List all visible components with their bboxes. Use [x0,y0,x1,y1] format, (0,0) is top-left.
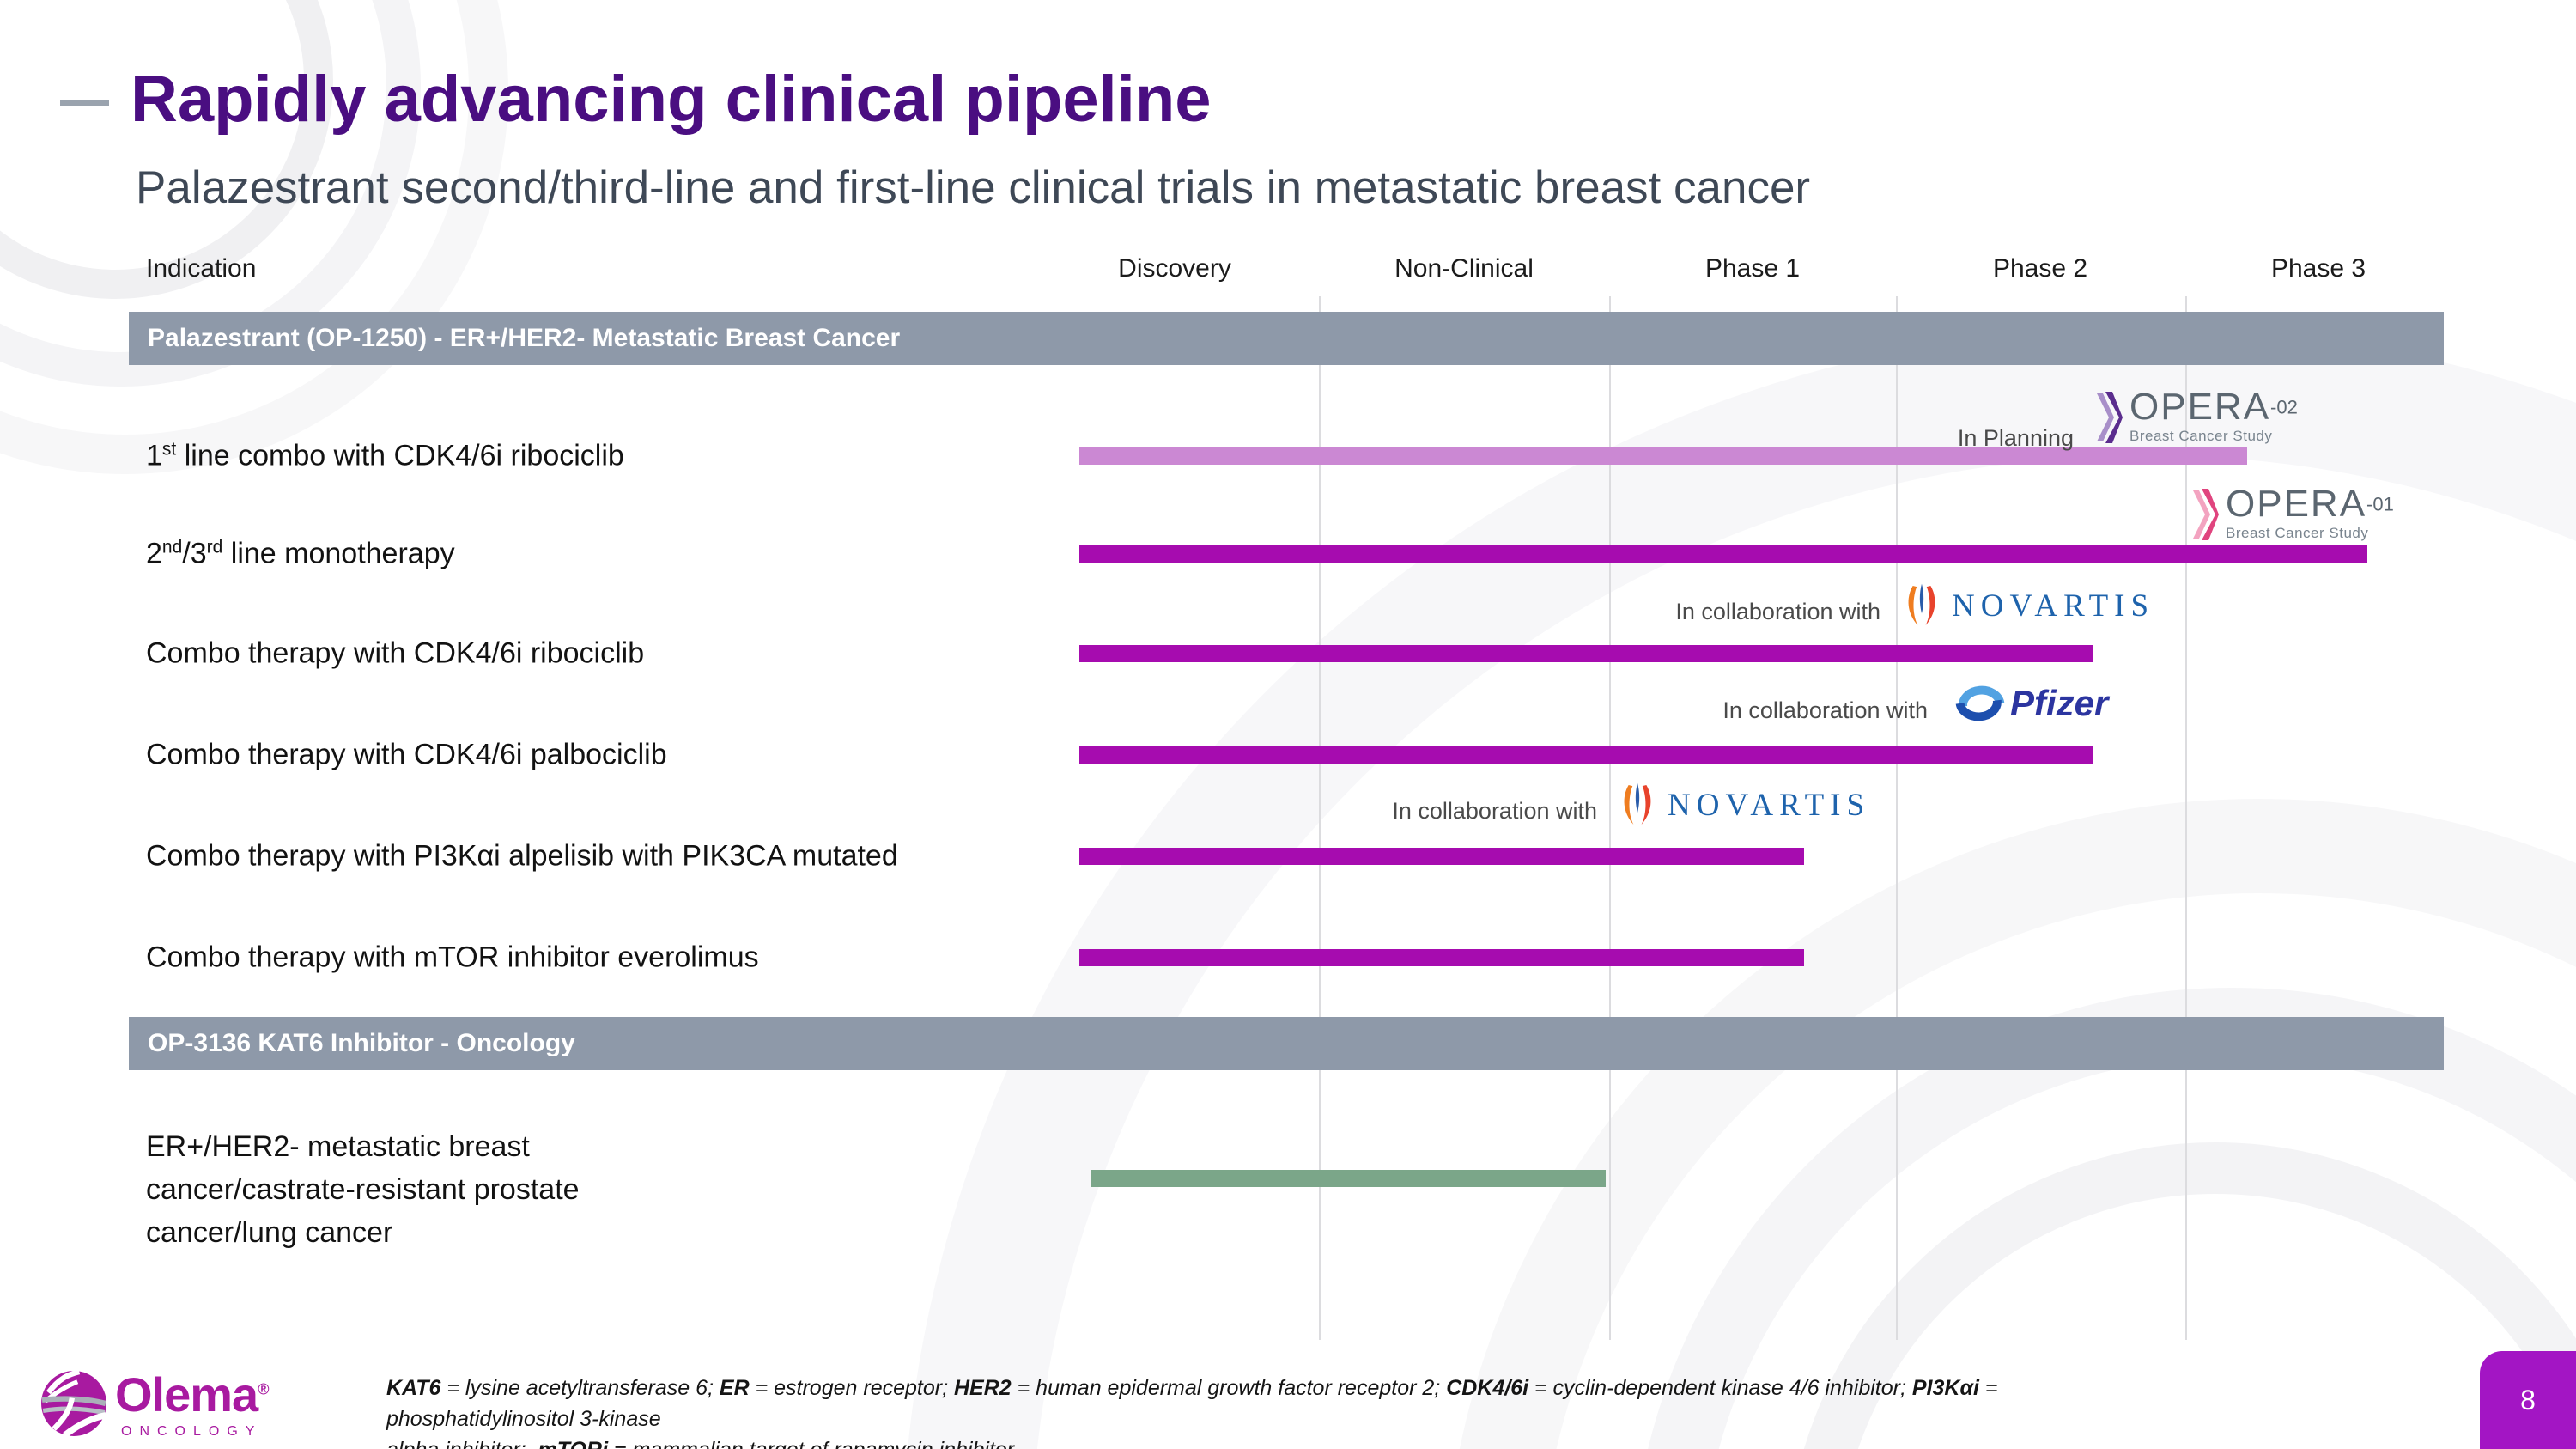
pipeline-bar-combo-alpelisib [1079,848,1804,865]
footnote-abbr: KAT6 [386,1376,441,1400]
footnote-text: = cyclin-dependent kinase 4/6 inhibitor; [1528,1376,1912,1400]
footnote: KAT6 = lysine acetyltransferase 6; ER = … [386,1373,2018,1449]
opera-study-number: -01 [2366,493,2394,515]
row-label-text: 2 [146,537,162,570]
page-title: Rapidly advancing clinical pipeline [131,63,1212,136]
footnote-text: = phosphatidylinositol 3-kinase [386,1376,2004,1431]
olema-division: ONCOLOGY [121,1424,263,1439]
row-label-kat6-indication: ER+/HER2- metastatic breast cancer/castr… [146,1125,580,1254]
column-header-non-clinical: Non-Clinical [1394,254,1534,283]
opera-study-number: -02 [2270,396,2298,418]
opera-02-logo: OPERA-02 Breast Cancer Study [2095,388,2298,443]
novartis-wordmark: NOVARTIS [1952,588,2155,624]
opera-tagline: Breast Cancer Study [2226,525,2369,541]
pfizer-logo: Pfizer [1943,675,2121,732]
row-label-combo-alpelisib: Combo therapy with PI3Kαi alpelisib with… [146,839,898,873]
novartis-logo: NOVARTIS [1618,782,1870,828]
opera-tagline: Breast Cancer Study [2129,428,2273,444]
phase-gridline [1319,296,1321,1340]
row-label-text: line combo with CDK4/6i ribociclib [176,439,624,472]
registered-mark: ® [258,1380,269,1398]
collaboration-label: In collaboration with [1722,697,1928,723]
row-label-line: ER+/HER2- metastatic breast [146,1130,530,1163]
ordinal-superscript: nd [161,537,183,557]
pipeline-bar-combo-palbociclib [1079,746,2093,764]
footnote-text: = estrogen receptor; [749,1376,954,1400]
footnote-abbr: HER2 [953,1376,1012,1400]
column-header-indication: Indication [146,254,257,283]
olema-logo: Olema® ONCOLOGY [41,1371,269,1440]
opera-wordmark: OPERA [2226,483,2367,525]
pipeline-bar-combo-ribociclib [1079,645,2093,662]
olema-circle-icon [41,1371,106,1436]
column-header-phase-2: Phase 2 [1992,254,2088,283]
footnote-text: = human epidermal growth factor receptor… [1011,1376,1447,1400]
row-label-1st-line-combo: 1st line combo with CDK4/6i ribociclib [146,439,624,472]
opera-ribbon-icon [2097,392,2123,443]
ordinal-superscript: st [161,439,177,460]
pipeline-bar-monotherapy [1079,545,2367,563]
row-label-text: line monotherapy [222,537,455,570]
footnote-abbr: PI3Kαi [1911,1376,1979,1400]
page-subtitle: Palazestrant second/third-line and first… [136,162,1811,213]
page-number-tab: 8 [2480,1351,2576,1449]
novartis-flame-icon [1624,782,1651,825]
footnote-abbr: CDK4/6i [1446,1376,1529,1400]
page-number: 8 [2520,1384,2536,1416]
column-header-phase-3: Phase 3 [2270,254,2366,283]
opera-wordmark: OPERA [2129,386,2271,428]
pipeline-bar-kat6 [1091,1170,1606,1187]
olema-name: Olema [115,1367,258,1422]
row-label-text: /3 [182,537,207,570]
column-header-discovery: Discovery [1118,254,1231,283]
footnote-abbr: ER [719,1376,750,1400]
ordinal-superscript: rd [206,537,223,557]
footnote-text: = mammalian target of rapamycin inhibito… [608,1438,1014,1449]
footnote-text: = lysine acetyltransferase 6; [440,1376,720,1400]
row-label-combo-palbociclib: Combo therapy with CDK4/6i palbociclib [146,738,667,771]
opera-ribbon-icon [2193,489,2219,540]
novartis-logo: NOVARTIS [1902,582,2154,629]
column-header-phase-1: Phase 1 [1704,254,1801,283]
row-label-line: cancer/castrate-resistant prostate [146,1173,580,1206]
collaboration-label: In collaboration with [1675,599,1880,624]
novartis-flame-icon [1908,583,1935,625]
pipeline-bar-combo-everolimus [1079,949,1804,966]
row-label-2nd-3rd-monotherapy: 2nd/3rd line monotherapy [146,537,455,570]
title-dash [60,100,109,106]
olema-wordmark: Olema® [115,1371,269,1419]
collaboration-label: In collaboration with [1392,798,1597,824]
section-band-kat6: OP-3136 KAT6 Inhibitor - Oncology [129,1017,2444,1070]
opera-01-logo: OPERA-01 Breast Cancer Study [2191,485,2394,540]
section-band-palazestrant: Palazestrant (OP-1250) - ER+/HER2- Metas… [129,312,2444,365]
footnote-text: alpha inhibitor; [386,1438,538,1449]
pfizer-wordmark: Pfizer [2010,683,2109,723]
row-label-combo-ribociclib: Combo therapy with CDK4/6i ribociclib [146,636,645,670]
novartis-wordmark: NOVARTIS [1668,787,1871,823]
in-planning-label: In Planning [1957,425,2074,451]
pfizer-swirl-icon [1955,685,2005,721]
row-label-combo-everolimus: Combo therapy with mTOR inhibitor everol… [146,941,759,974]
row-label-line: cancer/lung cancer [146,1216,393,1249]
row-label-text: 1 [146,439,162,472]
